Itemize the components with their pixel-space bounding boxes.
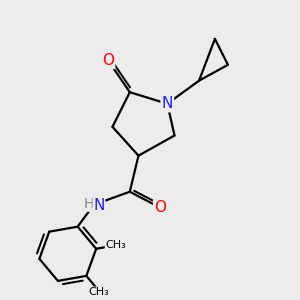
Text: N: N	[162, 96, 173, 111]
Text: CH₃: CH₃	[88, 287, 109, 298]
Text: H: H	[83, 197, 94, 211]
Text: CH₃: CH₃	[106, 240, 126, 250]
Text: N: N	[93, 198, 105, 213]
Text: O: O	[154, 200, 166, 215]
Text: O: O	[102, 53, 114, 68]
